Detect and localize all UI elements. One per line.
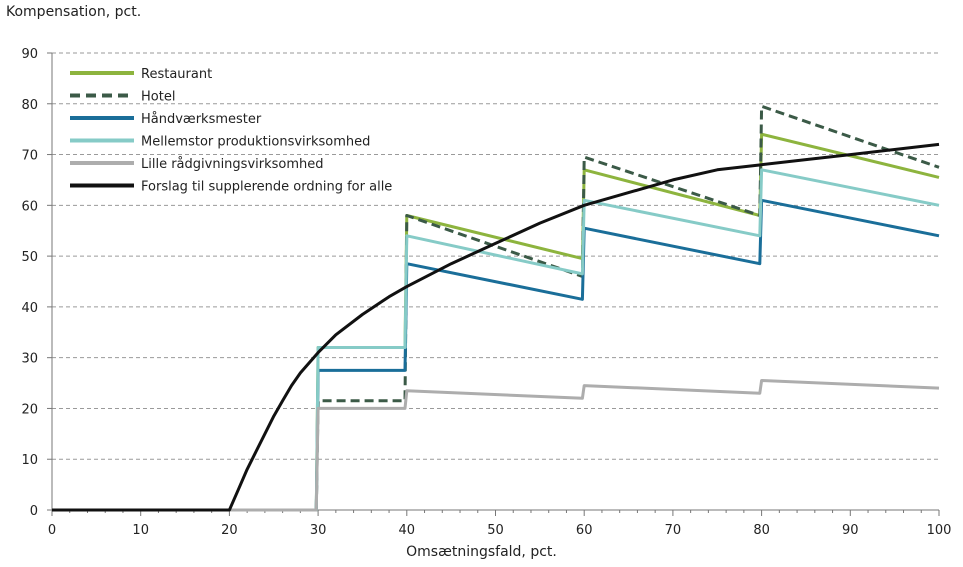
y-tick-label-70: 70	[21, 149, 38, 164]
series-line-2	[52, 198, 940, 512]
y-tick-label-60: 60	[21, 199, 38, 214]
legend-label-0: Restaurant	[141, 67, 212, 82]
y-axis-title: Kompensation, pct.	[6, 4, 142, 20]
legend-label-4: Lille rådgivningsvirksomhed	[141, 157, 324, 172]
y-tick-label-20: 20	[21, 402, 38, 417]
x-tick-label-50: 50	[487, 523, 504, 538]
x-tick-label-10: 10	[132, 523, 149, 538]
legend-label-1: Hotel	[141, 90, 175, 105]
x-tick-label-60: 60	[576, 523, 593, 538]
x-tick-label-90: 90	[842, 523, 859, 538]
y-tick-label-10: 10	[21, 453, 38, 468]
y-tick-label-0: 0	[30, 504, 38, 519]
x-tick-label-40: 40	[399, 523, 416, 538]
series-line-1	[52, 104, 940, 512]
x-tick-label-20: 20	[221, 523, 238, 538]
x-tick-label-70: 70	[665, 523, 682, 538]
series-line-5	[52, 142, 940, 512]
legend-label-5: Forslag til supplerende ordning for alle	[141, 180, 392, 195]
legend-label-3: Mellemstor produktionsvirksomhed	[141, 135, 370, 150]
x-tick-label-80: 80	[753, 523, 770, 538]
y-tick-label-30: 30	[21, 352, 38, 367]
y-tick-label-80: 80	[21, 98, 38, 113]
x-tick-label-30: 30	[310, 523, 327, 538]
x-tick-label-100: 100	[927, 523, 952, 538]
x-tick-label-0: 0	[48, 523, 56, 538]
legend-label-2: Håndværksmester	[141, 112, 262, 127]
x-axis-title: Omsætningsfald, pct.	[406, 544, 557, 560]
y-tick-label-50: 50	[21, 250, 38, 265]
y-tick-label-90: 90	[21, 47, 38, 62]
y-tick-label-40: 40	[21, 301, 38, 316]
series-line-4	[52, 379, 940, 512]
